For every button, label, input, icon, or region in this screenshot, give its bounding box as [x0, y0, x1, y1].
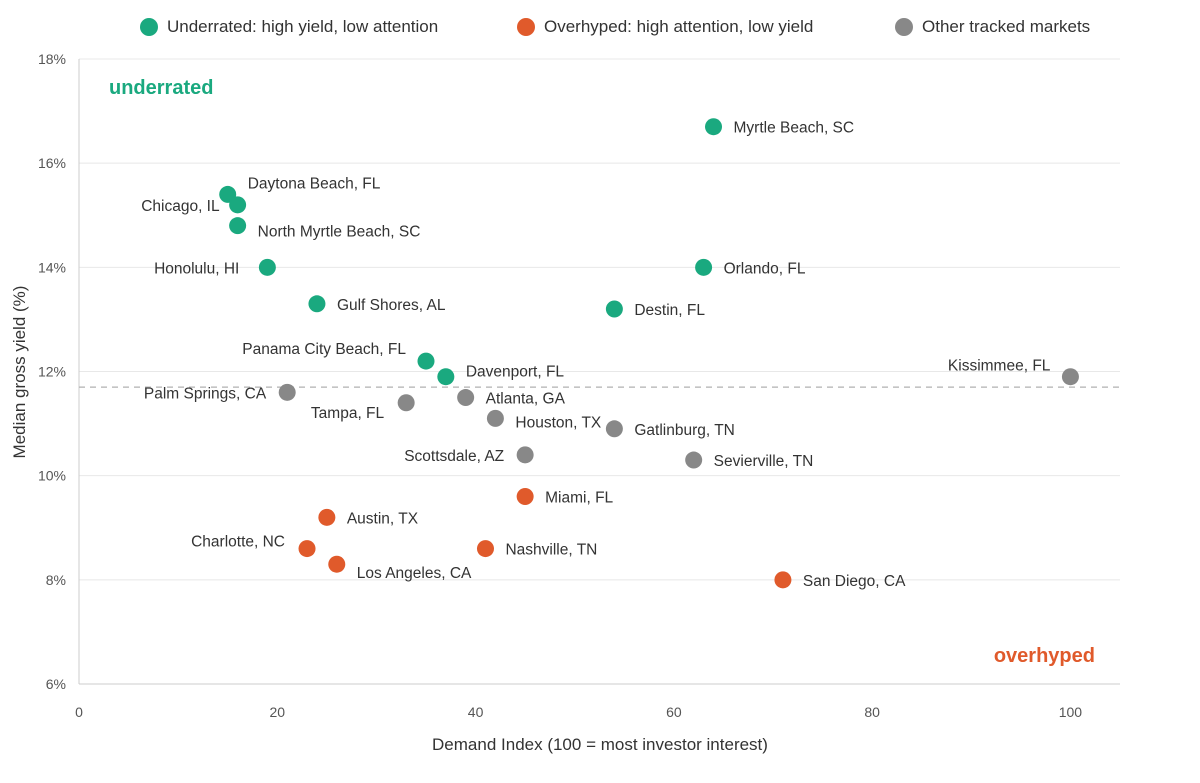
point-label: Gatlinburg, TN: [634, 422, 735, 439]
point-underrated: [229, 196, 247, 214]
point-other: [397, 394, 415, 412]
point-label: Austin, TX: [347, 510, 419, 527]
point-underrated: [695, 258, 713, 276]
y-tick-label: 16%: [38, 155, 66, 171]
point-label: Gulf Shores, AL: [337, 297, 446, 314]
point-label: Destin, FL: [634, 302, 705, 319]
legend-label-other: Other tracked markets: [922, 17, 1091, 36]
legend-dot-overhyped: [517, 18, 535, 36]
legend-item-overhyped: Overhyped: high attention, low yield: [517, 17, 813, 37]
point-label: Daytona Beach, FL: [248, 175, 381, 192]
point-label: Honolulu, HI: [154, 260, 239, 277]
legend-label-overhyped: Overhyped: high attention, low yield: [544, 17, 814, 36]
y-axis-title: Median gross yield (%): [10, 286, 29, 459]
x-tick-label: 80: [864, 704, 880, 720]
point-label: Scottsdale, AZ: [404, 448, 504, 465]
point-overhyped: [328, 555, 346, 573]
point-underrated: [437, 368, 455, 386]
x-tick-label: 0: [75, 704, 83, 720]
x-tick-label: 100: [1059, 704, 1083, 720]
point-label: Panama City Beach, FL: [242, 341, 406, 358]
point-underrated: [229, 217, 247, 235]
point-label: Kissimmee, FL: [948, 358, 1051, 375]
legend: Underrated: high yield, low attention Ov…: [0, 17, 1200, 43]
legend-dot-other: [895, 18, 913, 36]
legend-item-other: Other tracked markets: [895, 17, 1090, 37]
point-underrated: [705, 118, 723, 136]
point-overhyped: [516, 488, 534, 505]
point-label: Los Angeles, CA: [357, 565, 472, 582]
point-overhyped: [476, 540, 494, 558]
point-label: San Diego, CA: [803, 573, 906, 590]
point-underrated: [308, 295, 326, 313]
gridlines: [79, 58, 1120, 581]
point-label: Nashville, TN: [505, 542, 597, 559]
point-other: [486, 409, 504, 427]
point-label: Charlotte, NC: [191, 534, 285, 551]
point-label: Houston, TX: [515, 414, 602, 431]
y-tick-label: 12%: [38, 364, 66, 380]
y-tick-label: 18%: [38, 51, 66, 67]
y-tick-label: 14%: [38, 259, 66, 275]
legend-label-underrated: Underrated: high yield, low attention: [167, 17, 439, 36]
point-underrated: [417, 352, 435, 370]
legend-item-underrated: Underrated: high yield, low attention: [140, 17, 438, 37]
axes: 6% 8% 10% 12% 14% 16% 18% 0 20 40 60 80 100: [38, 51, 1120, 720]
point-other: [605, 420, 623, 438]
y-tick-label: 8%: [46, 572, 66, 588]
point-label: Chicago, IL: [141, 198, 220, 215]
point-underrated: [605, 300, 623, 318]
y-tick-label: 6%: [46, 676, 66, 692]
point-label: Palm Springs, CA: [144, 385, 267, 402]
legend-dot-underrated: [140, 18, 158, 36]
point-other: [516, 446, 534, 464]
point-label: North Myrtle Beach, SC: [258, 224, 421, 241]
x-tick-label: 60: [666, 704, 682, 720]
x-tick-label: 40: [468, 704, 484, 720]
point-other: [685, 451, 703, 469]
x-tick-label: 20: [269, 704, 285, 720]
point-other: [457, 389, 475, 407]
quadrant-label-underrated: underrated: [109, 77, 213, 99]
data-points: [219, 118, 1079, 589]
point-overhyped: [774, 571, 792, 589]
x-axis-title: Demand Index (100 = most investor intere…: [432, 735, 768, 754]
quadrant-labels: underrated overhyped: [109, 77, 1095, 667]
y-tick-label: 10%: [38, 468, 66, 484]
point-overhyped: [298, 540, 316, 558]
point-label: Davenport, FL: [466, 364, 565, 381]
point-label: Atlanta, GA: [486, 391, 566, 408]
point-label: Orlando, FL: [724, 260, 806, 277]
point-label: Miami, FL: [545, 490, 613, 507]
quadrant-label-overhyped: overhyped: [994, 645, 1095, 667]
point-underrated: [258, 258, 276, 276]
point-overhyped: [318, 508, 336, 526]
point-other: [1061, 368, 1079, 386]
point-label: Tampa, FL: [311, 405, 385, 422]
point-label: Myrtle Beach, SC: [734, 120, 855, 137]
data-labels: Myrtle Beach, SC Daytona Beach, FL Chicago…: [141, 120, 1051, 590]
point-other: [278, 383, 296, 401]
point-label: Sevierville, TN: [714, 453, 814, 470]
